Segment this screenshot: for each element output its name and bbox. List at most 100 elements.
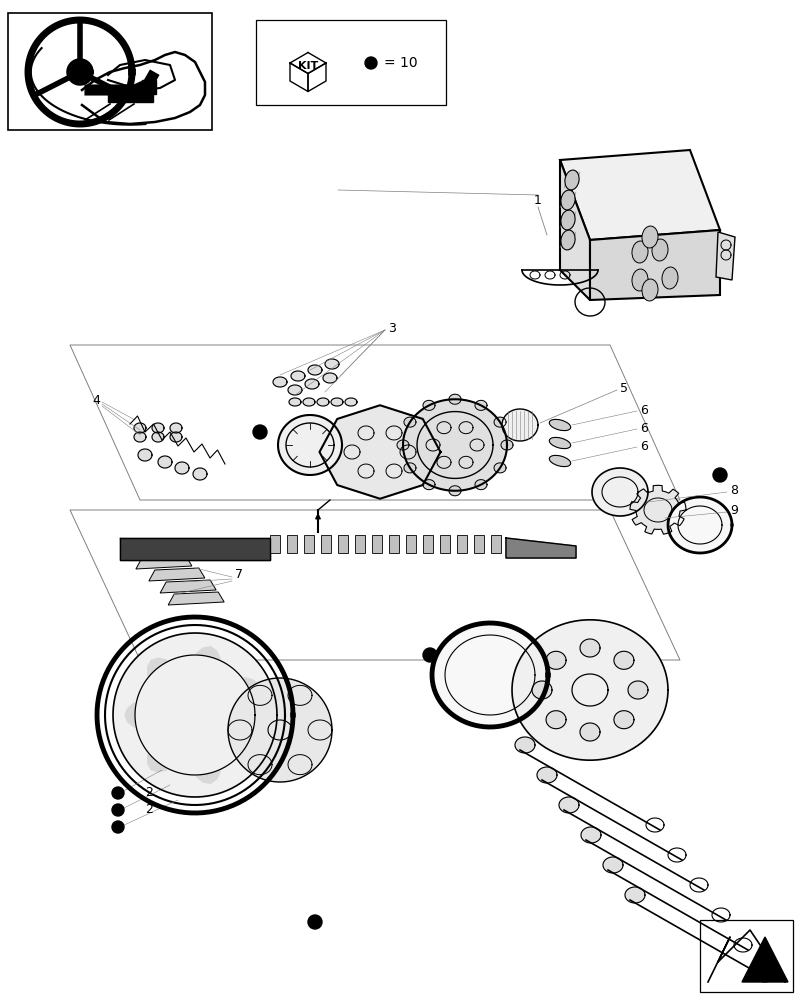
Polygon shape [148, 568, 204, 581]
Text: 4: 4 [92, 393, 100, 406]
Polygon shape [138, 449, 152, 461]
Bar [320, 535, 331, 553]
Polygon shape [228, 720, 251, 740]
Bar [371, 535, 381, 553]
Polygon shape [134, 423, 146, 433]
Ellipse shape [548, 455, 570, 467]
Polygon shape [288, 755, 311, 775]
Text: 6: 6 [639, 440, 647, 452]
Bar [142, 80, 156, 94]
Polygon shape [175, 462, 189, 474]
Text: 3: 3 [388, 322, 396, 334]
Circle shape [70, 62, 90, 82]
Polygon shape [288, 685, 311, 705]
Bar [457, 535, 466, 553]
Polygon shape [404, 463, 415, 473]
Polygon shape [152, 423, 164, 433]
Polygon shape [545, 711, 565, 729]
Polygon shape [404, 417, 415, 427]
Bar [474, 535, 483, 553]
Polygon shape [196, 771, 220, 783]
Polygon shape [303, 398, 315, 406]
Circle shape [253, 425, 267, 439]
Polygon shape [305, 379, 319, 389]
Polygon shape [741, 937, 787, 982]
Bar [8, 13, 212, 130]
Bar [406, 535, 415, 553]
Polygon shape [244, 678, 258, 700]
Ellipse shape [560, 230, 574, 250]
Polygon shape [125, 703, 135, 727]
Text: 7: 7 [234, 568, 242, 582]
Bar [255, 20, 445, 105]
Polygon shape [591, 468, 647, 516]
Polygon shape [423, 480, 435, 490]
Ellipse shape [548, 437, 570, 449]
Polygon shape [228, 678, 332, 782]
Polygon shape [272, 377, 286, 387]
Ellipse shape [642, 279, 657, 301]
Text: 6: 6 [639, 403, 647, 416]
Polygon shape [134, 432, 146, 442]
Polygon shape [323, 373, 337, 383]
Polygon shape [579, 723, 599, 741]
Polygon shape [148, 658, 167, 675]
Polygon shape [277, 415, 341, 475]
Ellipse shape [651, 239, 667, 261]
Polygon shape [169, 432, 182, 442]
Ellipse shape [560, 210, 574, 230]
Polygon shape [319, 405, 440, 499]
Ellipse shape [564, 170, 578, 190]
Polygon shape [247, 685, 272, 705]
Polygon shape [667, 497, 731, 553]
Polygon shape [512, 620, 667, 760]
Polygon shape [613, 651, 633, 669]
Text: = 10: = 10 [384, 56, 417, 70]
Polygon shape [345, 398, 357, 406]
Circle shape [712, 468, 726, 482]
Circle shape [307, 915, 322, 929]
Polygon shape [290, 371, 305, 381]
Polygon shape [603, 857, 622, 873]
Ellipse shape [642, 226, 657, 248]
Polygon shape [474, 400, 487, 410]
Text: KIT: KIT [298, 61, 318, 71]
Circle shape [365, 57, 376, 69]
Polygon shape [493, 463, 505, 473]
Polygon shape [120, 538, 270, 560]
Polygon shape [316, 398, 328, 406]
Polygon shape [531, 681, 551, 699]
Bar [337, 535, 348, 553]
Polygon shape [168, 592, 224, 605]
Polygon shape [501, 409, 538, 441]
Polygon shape [448, 486, 461, 496]
Polygon shape [627, 681, 647, 699]
Polygon shape [113, 633, 277, 797]
Polygon shape [448, 394, 461, 404]
Text: 1: 1 [534, 194, 541, 207]
Polygon shape [307, 365, 322, 375]
Text: 2: 2 [145, 786, 152, 799]
Polygon shape [579, 639, 599, 657]
Polygon shape [148, 755, 167, 772]
Polygon shape [397, 440, 409, 450]
Polygon shape [431, 623, 547, 727]
Polygon shape [193, 468, 207, 480]
Polygon shape [536, 767, 556, 783]
Bar [108, 86, 152, 102]
Polygon shape [613, 711, 633, 729]
Bar [491, 535, 500, 553]
Ellipse shape [661, 267, 677, 289]
Text: 9: 9 [729, 504, 737, 516]
Polygon shape [560, 160, 590, 300]
Polygon shape [307, 720, 332, 740]
Polygon shape [514, 737, 534, 753]
Ellipse shape [631, 241, 647, 263]
Circle shape [112, 787, 124, 799]
Polygon shape [590, 230, 719, 300]
Bar [423, 535, 432, 553]
Polygon shape [545, 651, 565, 669]
Polygon shape [247, 755, 272, 775]
Polygon shape [493, 417, 505, 427]
Ellipse shape [631, 269, 647, 291]
